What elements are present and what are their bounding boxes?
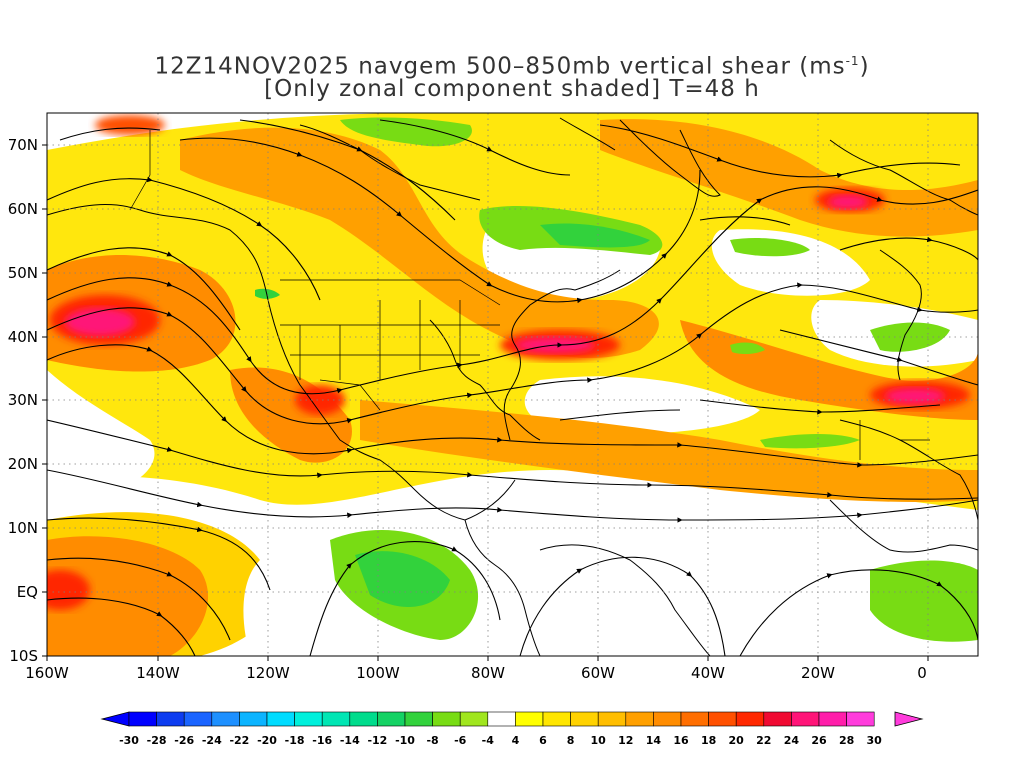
colorbar-swatch bbox=[791, 711, 820, 727]
colorbar-swatch bbox=[377, 711, 406, 727]
lon-label: 40W bbox=[691, 664, 725, 682]
lat-label: 40N bbox=[8, 328, 38, 346]
colorbar-label: 16 bbox=[673, 734, 689, 747]
colorbar-label: -16 bbox=[312, 734, 332, 747]
colorbar-swatch bbox=[818, 711, 847, 727]
lat-label: 60N bbox=[8, 200, 38, 218]
lon-label: 160W bbox=[25, 664, 69, 682]
lon-label: 140W bbox=[136, 664, 180, 682]
colorbar-label: -18 bbox=[285, 734, 305, 747]
colorbar-label: 26 bbox=[811, 734, 827, 747]
colorbar-swatch bbox=[349, 711, 378, 727]
lon-label: 80W bbox=[471, 664, 505, 682]
colorbar-label: -30 bbox=[119, 734, 139, 747]
colorbar-label: 6 bbox=[539, 734, 547, 747]
colorbar-label: 12 bbox=[618, 734, 633, 747]
map-frame bbox=[46, 112, 979, 657]
colorbar-label: -8 bbox=[426, 734, 438, 747]
colorbar-label: 30 bbox=[867, 734, 883, 747]
colorbar-swatch bbox=[653, 711, 682, 727]
colorbar: -30 -28 -26 -24 -22 -20 -18 -16 -14 -12 -10 -8 -6 -4 4… bbox=[100, 711, 924, 747]
latitude-labels: 70N 60N 50N 40N 30N 20N 10N EQ 10S bbox=[8, 136, 38, 665]
streamlines bbox=[47, 119, 978, 656]
colorbar-swatch bbox=[211, 711, 240, 727]
colorbar-label: -12 bbox=[367, 734, 387, 747]
lon-label: 100W bbox=[356, 664, 400, 682]
colorbar-swatch bbox=[846, 711, 875, 727]
chart-subtitle: [Only zonal component shaded] T=48 h bbox=[264, 76, 760, 102]
colorbar-label: -28 bbox=[147, 734, 167, 747]
colorbar-swatch bbox=[266, 711, 295, 727]
colorbar-label: 10 bbox=[591, 734, 607, 747]
axis-ticks bbox=[42, 144, 929, 661]
colorbar-swatch bbox=[459, 711, 489, 727]
longitude-labels: 160W 140W 120W 100W 80W 60W 40W 20W 0 bbox=[25, 664, 927, 682]
colorbar-swatch bbox=[515, 711, 544, 727]
lat-label: 30N bbox=[8, 391, 38, 409]
colorbar-swatch bbox=[542, 711, 571, 727]
colorbar-min-arrow bbox=[100, 711, 130, 727]
colorbar-swatch bbox=[432, 711, 461, 727]
lon-label: 120W bbox=[246, 664, 290, 682]
colorbar-swatch bbox=[239, 711, 268, 727]
colorbar-swatch bbox=[763, 711, 792, 727]
colorbar-label: -6 bbox=[454, 734, 467, 747]
colorbar-label: 28 bbox=[839, 734, 854, 747]
colorbar-swatch bbox=[156, 711, 185, 727]
colorbar-swatch bbox=[128, 711, 157, 727]
colorbar-label: 14 bbox=[646, 734, 662, 747]
lat-label: 50N bbox=[8, 264, 38, 282]
title-main: 12Z14NOV2025 navgem 500–850mb vertical s… bbox=[154, 53, 846, 80]
lat-label: 10S bbox=[9, 647, 38, 665]
colorbar-swatch bbox=[294, 711, 323, 727]
lon-label: 20W bbox=[801, 664, 835, 682]
colorbar-swatch bbox=[735, 711, 765, 727]
lat-label: EQ bbox=[17, 583, 38, 601]
lon-label: 0 bbox=[917, 664, 927, 682]
colorbar-swatch bbox=[680, 711, 709, 727]
colorbar-label: 22 bbox=[756, 734, 771, 747]
lat-label: 20N bbox=[8, 455, 38, 473]
map-panel bbox=[47, 113, 978, 656]
colorbar-label: -4 bbox=[482, 734, 495, 747]
colorbar-label: -14 bbox=[340, 734, 360, 747]
colorbar-label: 4 bbox=[512, 734, 520, 747]
title-suffix: ) bbox=[859, 53, 870, 80]
lat-label: 10N bbox=[8, 519, 38, 537]
colorbar-label: 18 bbox=[701, 734, 716, 747]
colorbar-label: -24 bbox=[202, 734, 222, 747]
shear-shading bbox=[47, 113, 978, 656]
colorbar-swatch bbox=[570, 711, 599, 727]
colorbar-swatch bbox=[321, 711, 351, 727]
colorbar-max-arrow bbox=[894, 711, 924, 727]
colorbar-label: -26 bbox=[174, 734, 194, 747]
colorbar-swatch bbox=[625, 711, 654, 727]
colorbar-label: 20 bbox=[729, 734, 745, 747]
colorbar-label: -22 bbox=[229, 734, 249, 747]
colorbar-swatch bbox=[487, 711, 516, 727]
colorbar-label: -20 bbox=[257, 734, 277, 747]
colorbar-swatch bbox=[597, 711, 627, 727]
chart-title: 12Z14NOV2025 navgem 500–850mb vertical s… bbox=[0, 48, 1024, 80]
colorbar-swatch bbox=[708, 711, 737, 727]
colorbar-swatch bbox=[183, 711, 213, 727]
lon-label: 60W bbox=[581, 664, 615, 682]
colorbar-label: -10 bbox=[395, 734, 415, 747]
title-superscript: -1 bbox=[845, 54, 860, 68]
colorbar-label: 8 bbox=[567, 734, 575, 747]
colorbar-swatch bbox=[404, 711, 433, 727]
colorbar-label: 24 bbox=[784, 734, 800, 747]
lat-label: 70N bbox=[8, 136, 38, 154]
